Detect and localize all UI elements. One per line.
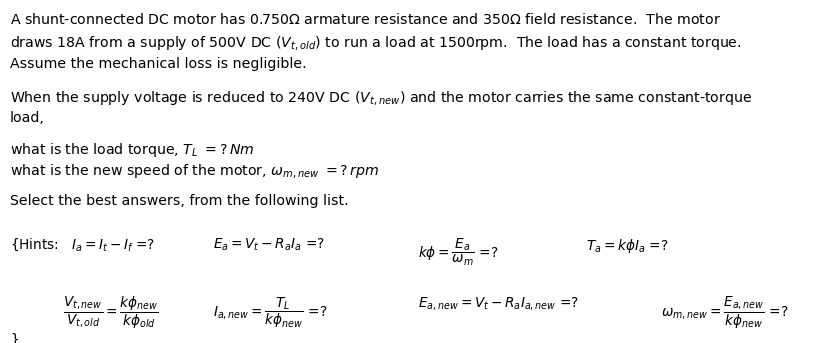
Text: Assume the mechanical loss is negligible.: Assume the mechanical loss is negligible… [10, 57, 306, 71]
Text: Select the best answers, from the following list.: Select the best answers, from the follow… [10, 194, 349, 208]
Text: load,: load, [10, 111, 45, 126]
Text: draws 18A from a supply of 500V DC ($V_{t,old}$) to run a load at 1500rpm.  The : draws 18A from a supply of 500V DC ($V_{… [10, 34, 741, 52]
Text: $\dfrac{V_{t,new}}{V_{t,old}} = \dfrac{k\phi_{new}}{k\phi_{old}}$: $\dfrac{V_{t,new}}{V_{t,old}} = \dfrac{k… [63, 295, 158, 331]
Text: When the supply voltage is reduced to 240V DC ($V_{t,new}$) and the motor carrie: When the supply voltage is reduced to 24… [10, 89, 752, 107]
Text: $E_a = V_t - R_a I_a$ =?: $E_a = V_t - R_a I_a$ =? [213, 237, 325, 253]
Text: $I_{a,new} = \dfrac{T_L}{k\phi_{new}}$ =?: $I_{a,new} = \dfrac{T_L}{k\phi_{new}}$ =… [213, 295, 328, 330]
Text: $\omega_{m,new} = \dfrac{E_{a,new}}{k\phi_{new}}$ =?: $\omega_{m,new} = \dfrac{E_{a,new}}{k\ph… [660, 295, 788, 331]
Text: what is the load torque, $T_L\ =?\, Nm$: what is the load torque, $T_L\ =?\, Nm$ [10, 141, 254, 158]
Text: A shunt-connected DC motor has 0.750$\Omega$ armature resistance and 350$\Omega$: A shunt-connected DC motor has 0.750$\Om… [10, 12, 720, 27]
Text: $E_{a,new} = V_t - R_a I_{a,new}$ =?: $E_{a,new} = V_t - R_a I_{a,new}$ =? [418, 295, 579, 312]
Text: $T_a = k\phi I_a$ =?: $T_a = k\phi I_a$ =? [585, 237, 668, 255]
Text: {Hints:   $I_a = I_t - I_f$ =?: {Hints: $I_a = I_t - I_f$ =? [10, 237, 155, 253]
Text: }: } [10, 333, 18, 343]
Text: $k\phi = \dfrac{E_a}{\omega_m}$ =?: $k\phi = \dfrac{E_a}{\omega_m}$ =? [418, 237, 498, 268]
Text: what is the new speed of the motor, $\omega_{m,new}\ =?\, rpm$: what is the new speed of the motor, $\om… [10, 162, 379, 180]
